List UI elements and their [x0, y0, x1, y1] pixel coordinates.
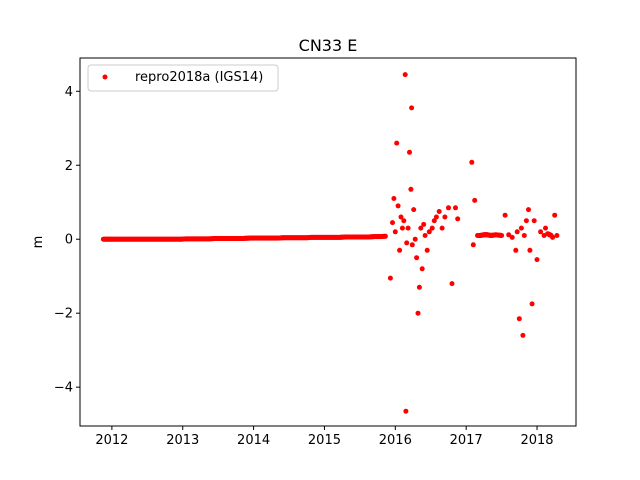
data-point: [402, 72, 408, 78]
x-tick-label: 2015: [308, 433, 341, 448]
data-point: [411, 207, 417, 213]
data-point: [412, 236, 418, 242]
data-point: [398, 214, 404, 220]
legend-label: repro2018a (IGS14): [135, 70, 263, 85]
x-tick-label: 2013: [166, 433, 199, 448]
data-point: [526, 207, 531, 213]
data-point: [397, 247, 403, 253]
data-point: [395, 203, 401, 209]
data-point: [472, 197, 478, 203]
data-point: [403, 408, 409, 414]
x-tick-label: 2017: [450, 433, 483, 448]
legend-box: [87, 64, 279, 92]
data-point: [554, 233, 560, 238]
data-point: [392, 229, 398, 235]
data-point: [506, 232, 512, 238]
data-point: [518, 225, 524, 231]
data-point: [538, 229, 544, 235]
data-point: [516, 316, 522, 322]
data-point: [550, 234, 556, 240]
data-point: [399, 225, 405, 231]
data-point: [470, 242, 476, 248]
axis-ticks: 2012 2013 2014 2015 2016 2017 2018 −4 −2 0 2 4: [54, 85, 554, 448]
plot-area-frame: [79, 57, 577, 427]
data-points: [100, 72, 560, 414]
data-point: [394, 140, 400, 146]
x-tick-label: 2014: [237, 433, 270, 448]
data-point: [401, 218, 407, 224]
data-point: [543, 225, 548, 231]
y-tick-label: 0: [65, 233, 73, 248]
data-point: [433, 214, 439, 220]
data-point: [429, 225, 435, 231]
data-point: [520, 332, 526, 338]
x-tick-label: 2018: [520, 433, 553, 448]
data-point: [414, 255, 420, 261]
data-point: [382, 233, 388, 239]
data-point: [387, 275, 393, 281]
legend: repro2018a (IGS14): [87, 64, 279, 92]
data-point: [449, 281, 455, 287]
y-tick-label: −4: [54, 381, 73, 396]
data-point: [418, 225, 424, 231]
data-point: [409, 242, 415, 248]
y-tick-label: −2: [54, 307, 73, 322]
y-tick-label: 4: [65, 85, 73, 100]
data-point: [422, 233, 428, 238]
chart-title: CN33 E: [299, 36, 358, 55]
y-tick-label: 2: [65, 159, 73, 174]
data-point: [531, 218, 537, 224]
data-point: [442, 214, 448, 220]
data-point: [404, 240, 410, 246]
x-tick-label: 2016: [379, 433, 412, 448]
data-point: [446, 205, 451, 211]
data-point: [527, 247, 533, 253]
data-point: [408, 186, 414, 192]
data-point: [513, 247, 519, 253]
data-point: [405, 225, 411, 231]
data-point: [552, 212, 558, 218]
data-point: [455, 216, 461, 222]
data-point: [391, 196, 397, 201]
data-point: [439, 225, 445, 231]
data-point: [431, 218, 437, 224]
data-point: [521, 233, 527, 238]
data-point: [415, 310, 421, 316]
data-point: [502, 212, 508, 218]
data-point: [419, 266, 425, 272]
data-point: [426, 229, 432, 235]
data-point: [409, 105, 415, 111]
data-point: [534, 257, 540, 263]
data-point: [416, 284, 422, 290]
legend-marker: [102, 74, 108, 80]
x-tick-label: 2012: [95, 433, 128, 448]
data-point: [529, 301, 535, 307]
data-point: [424, 247, 430, 253]
data-point: [390, 220, 395, 226]
data-point: [453, 205, 458, 211]
data-point: [421, 221, 427, 227]
data-point: [514, 229, 520, 235]
data-point: [509, 234, 515, 240]
data-point: [523, 218, 529, 224]
y-axis-label: m: [31, 236, 46, 249]
data-point: [407, 149, 412, 155]
data-point: [469, 159, 475, 165]
data-point: [499, 233, 505, 238]
data-point: [436, 209, 442, 214]
